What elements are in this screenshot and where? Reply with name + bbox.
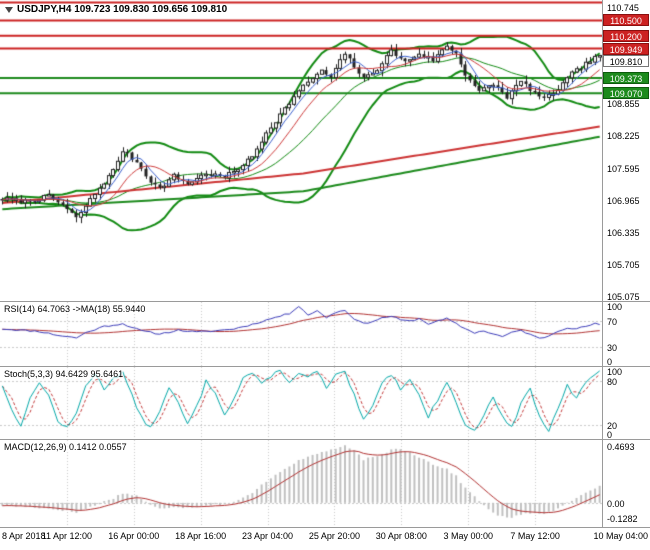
- rsi-tick-label: 30: [607, 342, 618, 353]
- time-axis-separator[interactable]: [0, 527, 650, 528]
- time-axis[interactable]: 8 Apr 2018 11 Apr 12:00 16 Apr 00:00 18 Apr…: [0, 528, 650, 550]
- rsi-indicator-label: RSI(14) 64.7063 ->MA(18) 55.9440: [4, 304, 146, 314]
- stoch-tick-label: 0: [607, 430, 613, 440]
- date-label: 18 Apr 16:00: [175, 531, 227, 541]
- stoch-tick-label: 20: [607, 420, 618, 431]
- macd-tick-label: 0.4693: [607, 442, 635, 453]
- panel-separator[interactable]: [0, 301, 650, 302]
- panel-separator[interactable]: [0, 439, 650, 440]
- date-label: 23 Apr 04:00: [242, 531, 294, 541]
- candlestick-chart-canvas[interactable]: [0, 0, 602, 301]
- date-label: 7 May 12:00: [510, 531, 560, 541]
- resistance-price-box: 110.200: [603, 29, 649, 42]
- macd-canvas[interactable]: [0, 440, 602, 527]
- date-label: 16 Apr 00:00: [108, 531, 160, 541]
- current-price-box: 109.810: [603, 54, 649, 67]
- stochastic-indicator-label: Stoch(5,3,3) 94.6429 95.6461: [4, 369, 124, 379]
- support-price-box: 109.070: [603, 87, 649, 100]
- price-tick-label: 107.595: [607, 163, 640, 174]
- price-tick-label: 106.965: [607, 195, 640, 206]
- rsi-tick-label: 100: [607, 302, 623, 312]
- price-axis-border: [602, 0, 603, 528]
- price-tick-label: 106.335: [607, 227, 640, 238]
- date-label: 8 Apr 2018: [2, 531, 46, 541]
- price-tick-label: 108.855: [607, 99, 640, 110]
- rsi-tick-label: 0: [607, 357, 613, 367]
- resistance-price-box: 109.949: [603, 42, 649, 55]
- price-tick-label: 105.705: [607, 260, 640, 271]
- support-price-box: 109.373: [603, 71, 649, 84]
- chart-header: USDJPY,H4 109.723 109.830 109.656 109.81…: [5, 4, 228, 15]
- price-axis[interactable]: 110.745 108.855 108.225 107.595 106.965 106.3…: [603, 0, 650, 527]
- rsi-tick-label: 70: [607, 317, 618, 328]
- macd-indicator-label: MACD(12,26,9) 0.1412 0.0557: [4, 442, 127, 452]
- macd-panel[interactable]: MACD(12,26,9) 0.1412 0.0557: [0, 440, 602, 527]
- price-tick-label: 105.075: [607, 292, 640, 303]
- date-label: 11 Apr 12:00: [41, 531, 93, 541]
- price-tick-label: 108.225: [607, 131, 640, 142]
- resistance-price-box: 110.500: [603, 14, 649, 27]
- stoch-tick-label: 100: [607, 367, 623, 377]
- stochastic-canvas[interactable]: [0, 367, 602, 439]
- date-label: 30 Apr 08:00: [375, 531, 427, 541]
- date-label: 10 May 04:00: [593, 531, 648, 541]
- date-label: 3 May 00:00: [443, 531, 493, 541]
- price-tick-label: 110.745: [607, 2, 639, 13]
- chart-title-text: USDJPY,H4 109.723 109.830 109.656 109.81…: [17, 4, 228, 15]
- rsi-panel[interactable]: RSI(14) 64.7063 ->MA(18) 55.9440: [0, 302, 602, 366]
- macd-tick-label: -0.1282: [607, 514, 638, 525]
- symbol-marker-icon: [5, 6, 13, 13]
- stoch-tick-label: 80: [607, 377, 618, 388]
- stochastic-panel[interactable]: Stoch(5,3,3) 94.6429 95.6461: [0, 367, 602, 439]
- macd-tick-label: 0.00: [607, 498, 625, 509]
- main-chart-panel[interactable]: USDJPY,H4 109.723 109.830 109.656 109.81…: [0, 0, 602, 301]
- date-label: 25 Apr 20:00: [308, 531, 360, 541]
- panel-separator[interactable]: [0, 366, 650, 367]
